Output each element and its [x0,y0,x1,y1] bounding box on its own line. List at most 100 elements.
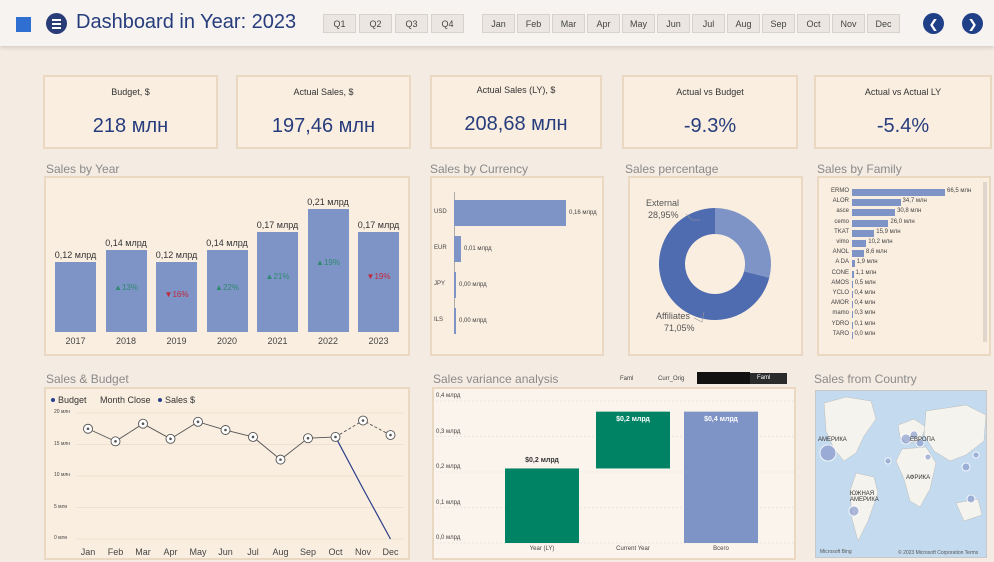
kpi-value: -9.3% [683,115,737,137]
budget-point-dot [169,437,172,441]
year-bar-label: 0,14 млрд [105,238,147,248]
x-axis-tick: Jan [80,547,96,557]
menu-button[interactable] [46,13,67,34]
quarter-q1-button[interactable]: Q1 [323,14,356,33]
year-bar-label: 0,12 млрд [155,249,198,260]
x-axis-tick: Jun [218,547,233,557]
y-axis-tick: 10 млн [54,472,71,478]
year-bar [55,261,96,332]
family-label: A DA [835,259,849,266]
x-axis-tick: Jul [247,547,259,557]
x-axis-tick: Nov [354,547,371,557]
currency-bar [454,272,456,298]
y-axis-tick: 0 млн [54,535,68,541]
currency-label: USD [434,209,447,215]
waterfall-bar [505,468,579,543]
currency-bar [454,308,456,334]
y-axis-tick: 20 млн [54,409,71,415]
toggle-faml[interactable]: Faml [620,376,634,382]
currency-bar [454,236,461,262]
waterfall-value-label: $0,4 млрд [704,415,738,423]
budget-point-dot [141,422,145,426]
quarter-q3-button[interactable]: Q3 [395,14,428,33]
budget-point-dot [306,436,310,440]
kpi-label: Actual Sales (LY), $ [476,85,556,95]
y-axis-tick: 0,3 млрд [436,428,461,435]
family-label: AMOS [831,279,849,286]
y-axis-tick: 0,2 млрд [436,464,461,470]
family-value-label: 0,4 млн [854,300,876,307]
toggle-faml-active[interactable]: Faml [750,373,787,384]
month-sep-button[interactable]: Sep [762,14,795,33]
family-label: vimo [836,239,849,245]
budget-point-dot [251,435,255,439]
family-value-label: 0,3 млн [854,310,876,317]
sales-percentage-chart: External 28,95% Affiliates 71,05% [628,176,803,356]
family-value-label: 10,2 млн [868,239,893,245]
month-nov-button[interactable]: Nov [832,14,865,33]
x-axis-tick: Aug [272,547,289,557]
family-value-label: 26,0 млн [890,218,915,225]
x-axis-tick: May [189,547,207,557]
toggle-blank[interactable] [697,372,750,384]
month-jul-button[interactable]: Jul [692,14,725,33]
month-apr-button[interactable]: Apr [587,14,620,33]
family-label: ANOL [832,249,849,256]
month-may-button[interactable]: May [622,14,655,33]
month-feb-button[interactable]: Feb [517,14,550,33]
year-delta-badge: ▼19% [366,272,391,282]
family-value-label: 0,1 млн [854,320,876,327]
section-title-sales-by-family: Sales by Family [817,162,902,176]
family-value-label: 0,4 млн [854,290,876,296]
legend-budget: Budget [58,395,87,405]
family-bar [852,291,853,298]
month-jan-button[interactable]: Jan [482,14,515,33]
year-axis-label: 2021 [267,336,288,346]
y-axis-tick: 0,1 млрд [436,499,461,506]
currency-axis-line [454,192,455,332]
month-dec-button[interactable]: Dec [867,14,900,33]
chevron-left-icon[interactable]: ❮ [923,13,944,34]
waterfall-value-label: $0,2 млрд [616,415,650,423]
year-axis-label: 2022 [317,336,339,346]
x-axis-tick: Apr [163,547,178,557]
chevron-right-icon[interactable]: ❯ [962,13,983,34]
map-label-america: АМЕРИКА [818,437,847,443]
year-bar [206,250,248,332]
toggle-curr-orig[interactable]: Curr_Orig [658,376,685,382]
family-scrollbar[interactable] [983,182,987,342]
leader-line-external [685,213,700,221]
legend-budget-marker [51,398,55,402]
family-label: YDRO [831,320,849,327]
waterfall-value-label: $0,2 млрд [525,457,559,465]
budget-point-dot [196,420,200,424]
x-axis-tick: Dec [382,547,399,557]
month-aug-button[interactable]: Aug [727,14,760,33]
currency-value-label: 0,00 млрд [459,318,487,324]
kpi-label: Actual vs Actual LY [864,87,942,97]
family-value-label: 0,5 млн [854,279,876,286]
family-label: mamo [832,310,849,317]
family-label: ALOR [832,198,849,205]
waterfall-bar [596,411,670,469]
section-title-sales-by-currency: Sales by Currency [430,162,529,176]
map-attribution[interactable]: © 2023 Microsoft Corporation Terms [898,550,979,556]
month-jun-button[interactable]: Jun [657,14,690,33]
year-delta-badge: ▲13% [114,282,138,292]
month-mar-button[interactable]: Mar [552,14,585,33]
quarter-q4-button[interactable]: Q4 [431,14,464,33]
x-axis-tick: Feb [107,547,124,557]
leader-line-affiliates [693,311,705,323]
map-brand: Microsoft Bing [820,549,852,555]
family-value-label: 30,8 млн [897,208,922,215]
family-label: AMOR [831,300,849,307]
family-label: cemo [834,218,849,225]
budget-point-dot [86,427,90,431]
month-oct-button[interactable]: Oct [797,14,830,33]
quarter-q2-button[interactable]: Q2 [359,14,392,33]
kpi-label: Budget, $ [111,87,150,97]
year-bar [358,232,399,332]
sales-country-map[interactable]: АМЕРИКА ЕВРОПА АФРИКА ЮЖНАЯ АМЕРИКА Micr… [815,390,987,558]
section-title-sales-by-year: Sales by Year [46,162,120,176]
family-label: TARO [832,330,849,337]
